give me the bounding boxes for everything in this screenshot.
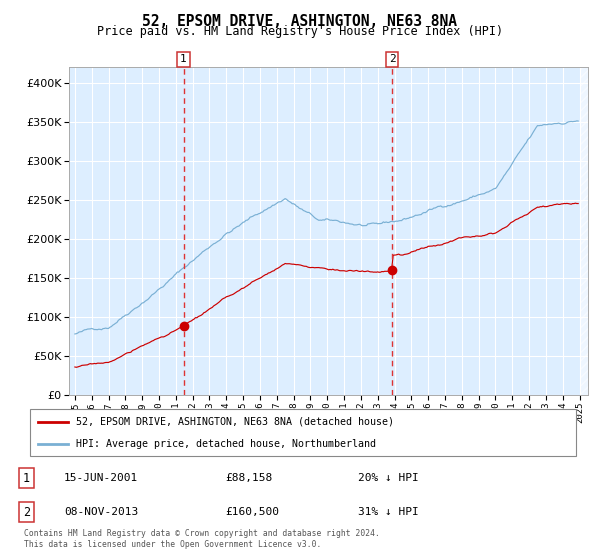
Text: 52, EPSOM DRIVE, ASHINGTON, NE63 8NA (detached house): 52, EPSOM DRIVE, ASHINGTON, NE63 8NA (de… — [76, 417, 394, 427]
Text: Price paid vs. HM Land Registry's House Price Index (HPI): Price paid vs. HM Land Registry's House … — [97, 25, 503, 38]
Text: Contains HM Land Registry data © Crown copyright and database right 2024.
This d: Contains HM Land Registry data © Crown c… — [24, 529, 380, 549]
Text: £88,158: £88,158 — [225, 473, 272, 483]
Text: £160,500: £160,500 — [225, 507, 279, 517]
FancyBboxPatch shape — [30, 409, 576, 456]
Text: 15-JUN-2001: 15-JUN-2001 — [64, 473, 138, 483]
Text: 31% ↓ HPI: 31% ↓ HPI — [358, 507, 418, 517]
Text: 1: 1 — [180, 54, 187, 64]
Text: HPI: Average price, detached house, Northumberland: HPI: Average price, detached house, Nort… — [76, 438, 376, 449]
Text: 2: 2 — [23, 506, 30, 519]
Text: 2: 2 — [389, 54, 396, 64]
Text: 1: 1 — [23, 472, 30, 484]
Text: 52, EPSOM DRIVE, ASHINGTON, NE63 8NA: 52, EPSOM DRIVE, ASHINGTON, NE63 8NA — [143, 14, 458, 29]
Text: 20% ↓ HPI: 20% ↓ HPI — [358, 473, 418, 483]
Text: 08-NOV-2013: 08-NOV-2013 — [64, 507, 138, 517]
